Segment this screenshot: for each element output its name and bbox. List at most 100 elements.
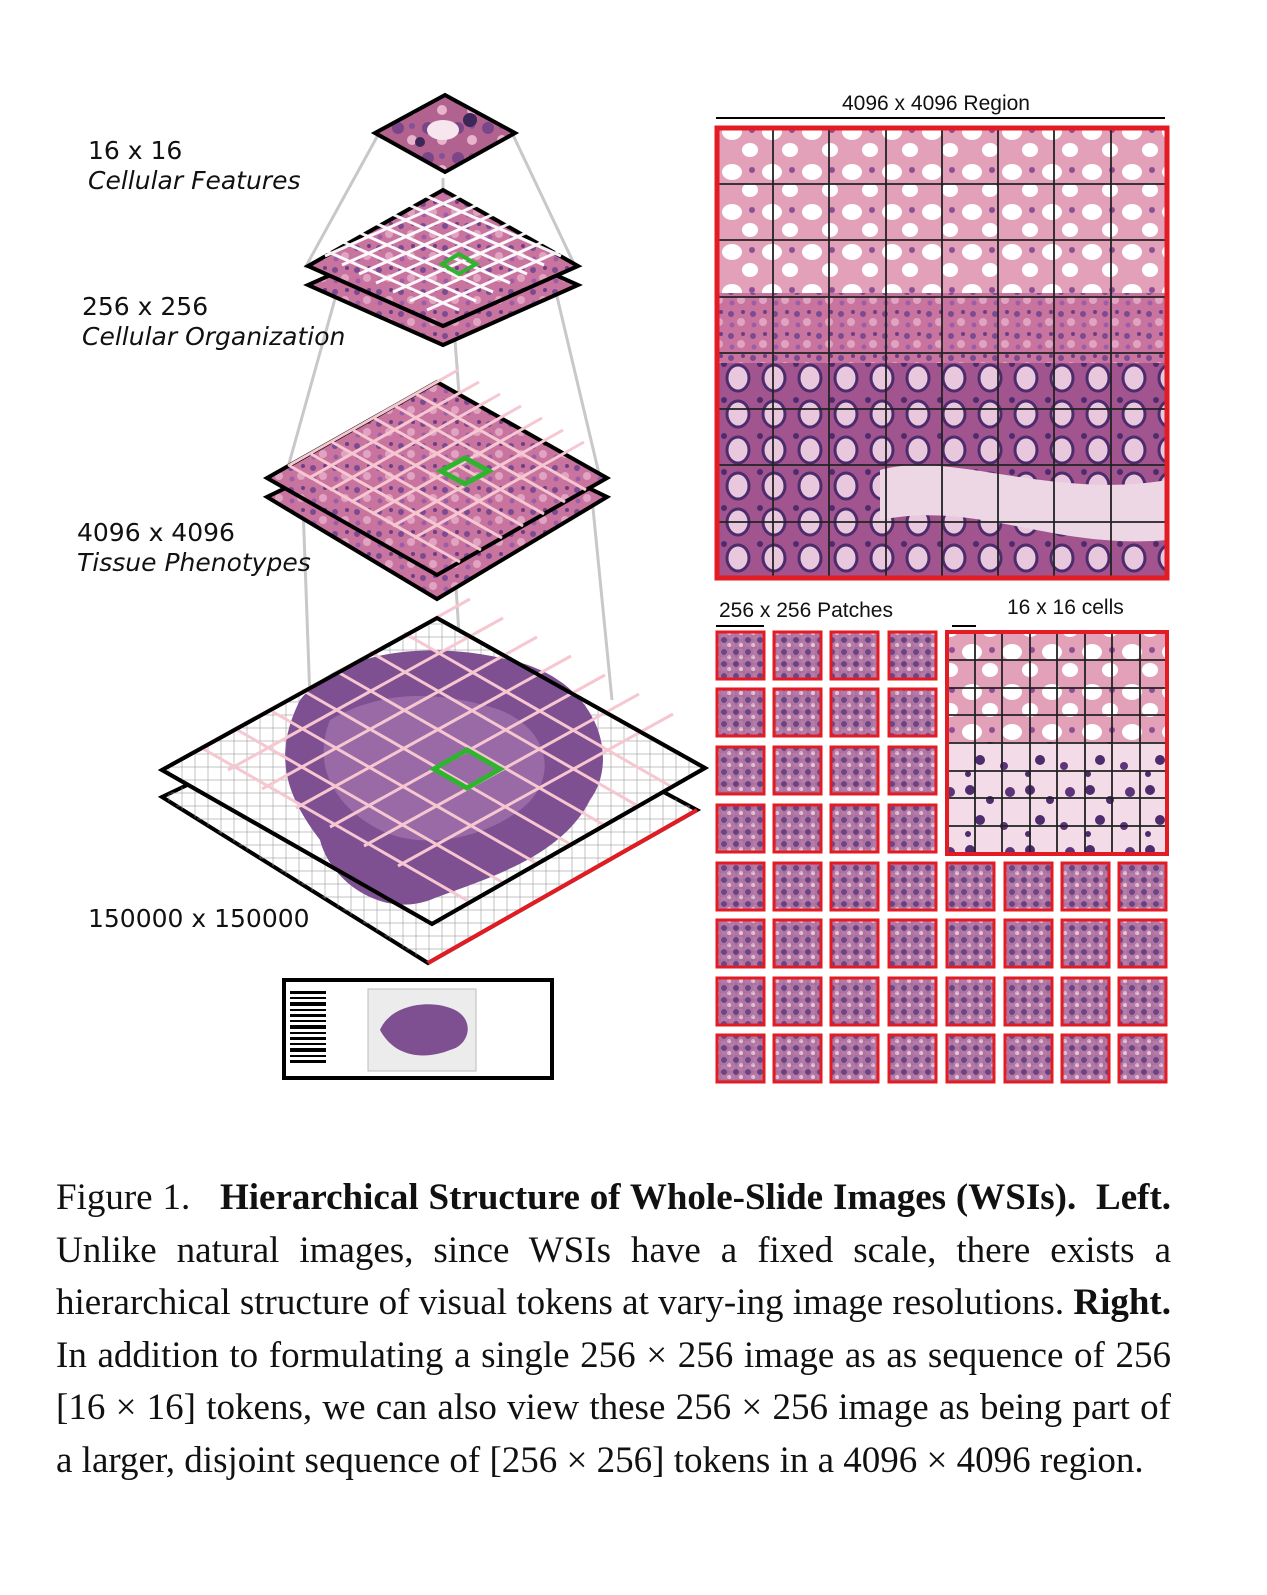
patch-border xyxy=(772,918,823,969)
patch-border xyxy=(772,976,823,1027)
patch-token-grid xyxy=(889,632,936,679)
label-4096-size: 4096 x 4096 xyxy=(77,518,235,547)
patch-border xyxy=(945,976,996,1027)
patch-token-grid xyxy=(947,863,994,910)
figure-caption: Figure 1. Hierarchical Structure of Whol… xyxy=(56,1172,1171,1487)
patch-token-grid xyxy=(717,1035,764,1082)
patch-token-grid xyxy=(889,805,936,852)
patch-token-grid xyxy=(831,747,878,794)
patch-token-grid xyxy=(774,920,821,967)
patch-border xyxy=(887,630,938,681)
patch-border xyxy=(945,1033,996,1084)
patch-token-grid xyxy=(1062,1035,1109,1082)
label-16-size: 16 x 16 xyxy=(88,136,183,165)
label-256-size: 256 x 256 xyxy=(82,292,209,321)
patch-border xyxy=(887,1033,938,1084)
region-4096-panel xyxy=(714,117,1170,581)
patch-token-grid xyxy=(774,1035,821,1082)
patches-256-panel xyxy=(715,625,1169,1084)
patch-token-grid xyxy=(1005,920,1052,967)
patch-border xyxy=(887,861,938,912)
caption-left-tag: Left. xyxy=(1096,1177,1172,1218)
patch-border xyxy=(1060,861,1111,912)
patch-border xyxy=(1060,1033,1111,1084)
patch-border xyxy=(772,630,823,681)
patch-token-grid xyxy=(831,978,878,1025)
patch-border xyxy=(887,745,938,796)
patch-border xyxy=(829,918,880,969)
patch-border xyxy=(772,1033,823,1084)
patch-border xyxy=(887,918,938,969)
patch-border xyxy=(1117,1033,1168,1084)
patch-token-grid xyxy=(889,747,936,794)
label-cells: 16 x 16 cells xyxy=(1007,596,1124,619)
patch-token-grid xyxy=(717,805,764,852)
label-16: 16 x 16 Cellular Features xyxy=(88,136,300,196)
patch-border xyxy=(715,745,766,796)
caption-left-text: Unlike natural images, since WSIs have a… xyxy=(56,1229,1171,1324)
patch-border xyxy=(772,803,823,854)
patch-token-grid xyxy=(774,689,821,736)
patch-border xyxy=(1003,918,1054,969)
patch-token-grid xyxy=(774,632,821,679)
patch-border xyxy=(772,745,823,796)
figure-graphic xyxy=(157,92,1170,1084)
patch-border xyxy=(887,687,938,738)
glass-slide xyxy=(282,978,554,1080)
patch-token-grid xyxy=(717,920,764,967)
patch-token-grid xyxy=(947,1035,994,1082)
caption-title: Hierarchical Structure of Whole-Slide Im… xyxy=(219,1177,1077,1218)
patch-token-grid xyxy=(831,689,878,736)
patch-border xyxy=(1060,976,1111,1027)
patch-token-grid xyxy=(831,1035,878,1082)
patch-token-grid xyxy=(717,747,764,794)
patch-border xyxy=(829,630,880,681)
patch-border xyxy=(887,976,938,1027)
patch-token-grid xyxy=(717,978,764,1025)
label-region: 4096 x 4096 Region xyxy=(842,92,1030,115)
label-4096: 4096 x 4096 Tissue Phenotypes xyxy=(77,518,311,578)
level-4096-stack xyxy=(262,368,612,602)
patch-token-grid xyxy=(889,920,936,967)
patch-border xyxy=(1060,918,1111,969)
patch-token-grid xyxy=(1062,863,1109,910)
patch-border xyxy=(829,976,880,1027)
patch-token-grid xyxy=(717,689,764,736)
patch-token-grid xyxy=(774,978,821,1025)
figure xyxy=(157,92,1170,1084)
patch-border xyxy=(945,918,996,969)
patch-token-grid xyxy=(889,978,936,1025)
patch-border xyxy=(772,861,823,912)
caption-prefix: Figure 1. xyxy=(56,1177,191,1218)
label-256: 256 x 256 Cellular Organization xyxy=(82,292,345,352)
patch-border xyxy=(715,630,766,681)
patch-border xyxy=(772,687,823,738)
patch-token-grid xyxy=(889,863,936,910)
patch-token-grid xyxy=(831,632,878,679)
patch-token-grid xyxy=(774,805,821,852)
label-4096-desc: Tissue Phenotypes xyxy=(77,548,311,577)
patch-token-grid xyxy=(831,863,878,910)
level-16-diamond xyxy=(370,92,520,175)
patch-token-grid xyxy=(947,920,994,967)
patch-border xyxy=(715,976,766,1027)
patch-border xyxy=(715,861,766,912)
patch-border xyxy=(829,745,880,796)
patch-token-grid xyxy=(1119,1035,1166,1082)
patch-border xyxy=(1003,976,1054,1027)
patch-border xyxy=(829,1033,880,1084)
patch-token-grid xyxy=(831,920,878,967)
level-256-stack xyxy=(303,187,583,348)
caption-right-tag: Right. xyxy=(1073,1282,1172,1323)
patch-token-grid xyxy=(774,747,821,794)
patch-token-grid xyxy=(1119,863,1166,910)
patch-token-grid xyxy=(1005,978,1052,1025)
patch-token-grid xyxy=(1005,1035,1052,1082)
patch-border xyxy=(715,803,766,854)
patch-border xyxy=(829,803,880,854)
patch-token-grid xyxy=(1062,978,1109,1025)
patch-border xyxy=(1117,918,1168,969)
patch-border xyxy=(1003,861,1054,912)
patch-border xyxy=(1117,976,1168,1027)
level-wsi-stack xyxy=(157,597,710,966)
